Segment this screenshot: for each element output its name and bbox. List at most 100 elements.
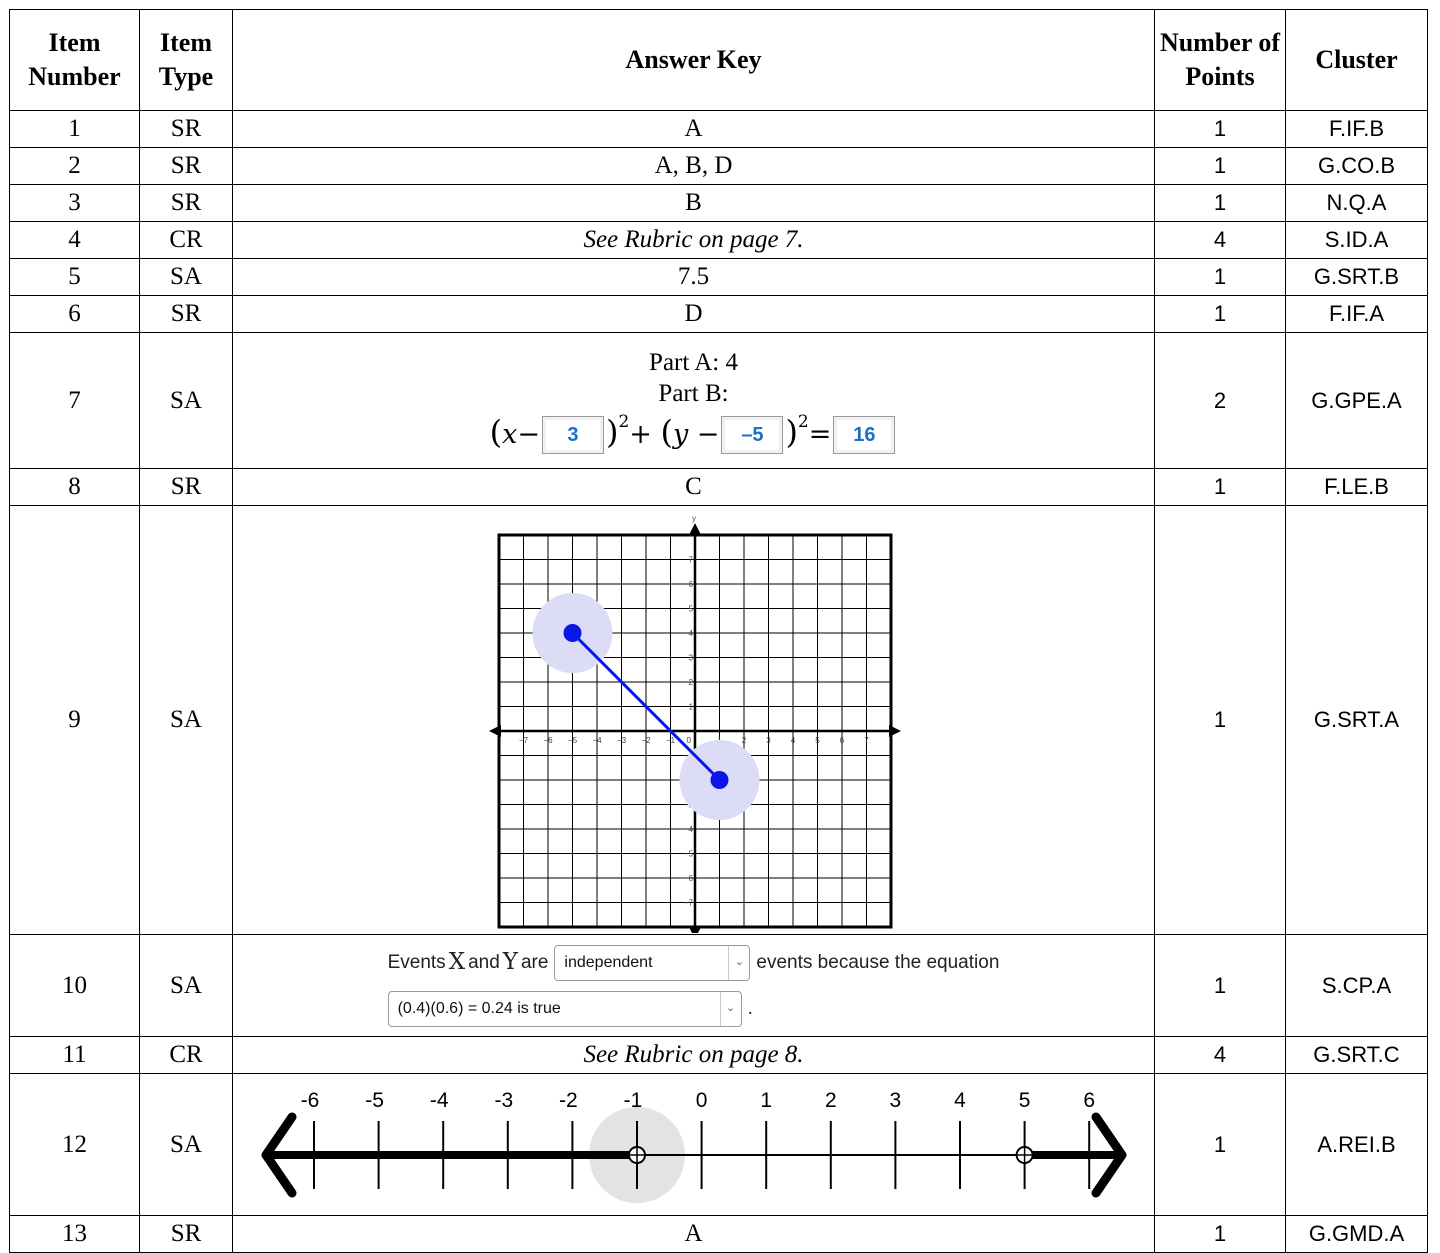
tick-label: -5 xyxy=(365,1089,384,1112)
x-tick-label: 5 xyxy=(815,736,820,745)
item-number: 9 xyxy=(9,505,140,935)
x-tick-label: 6 xyxy=(839,736,844,745)
item-number: 1 xyxy=(9,110,140,148)
answer-item-7: Part A: 4 Part B: (x− 3)2+ (y − –5)2= 16 xyxy=(232,332,1155,469)
y-tick-label: 7 xyxy=(688,555,693,564)
item-number: 7 xyxy=(9,332,140,469)
line-segment xyxy=(570,631,721,781)
item-type: SR xyxy=(139,1215,233,1253)
equation-select[interactable]: (0.4)(0.6) = 0.24 is true ⌄ xyxy=(387,990,742,1027)
x-tick-label: −1 xyxy=(665,736,675,745)
item-type: CR xyxy=(139,221,233,259)
part-b-label: Part B: xyxy=(658,380,729,408)
answer: D xyxy=(232,295,1155,333)
item-type: SA xyxy=(139,1073,233,1216)
item-type: SR xyxy=(139,110,233,148)
header-item-number: Item Number xyxy=(9,9,140,111)
y-axis-arrow-up xyxy=(688,522,701,535)
y-tick-label: 2 xyxy=(688,678,693,687)
text-because: events because the equation xyxy=(756,951,1000,973)
item-number: 10 xyxy=(9,934,140,1037)
header-row: Item Number Item Type Answer Key Number … xyxy=(9,9,1428,111)
y-tick-label: 4 xyxy=(688,629,693,638)
answer: 7.5 xyxy=(232,258,1155,296)
text-events: Events xyxy=(387,951,446,973)
answer: A, B, D xyxy=(232,147,1155,185)
table-row: 10 SA Events X and Y are independent ⌄ ev… xyxy=(9,934,1428,1037)
cluster: G.SRT.A xyxy=(1285,505,1428,935)
points: 1 xyxy=(1154,1073,1286,1216)
text-and: and xyxy=(468,951,500,973)
tick-label: 6 xyxy=(1083,1089,1095,1112)
points: 4 xyxy=(1154,1036,1286,1074)
points: 1 xyxy=(1154,147,1286,185)
points: 1 xyxy=(1154,505,1286,935)
points: 4 xyxy=(1154,221,1286,259)
x-tick-label: −2 xyxy=(641,736,651,745)
points: 1 xyxy=(1154,110,1286,148)
event-type-select[interactable]: independent ⌄ xyxy=(554,944,751,981)
item-type: SR xyxy=(139,147,233,185)
equation-box-r-squared: 16 xyxy=(833,416,896,454)
points: 2 xyxy=(1154,332,1286,469)
event-type-value: independent xyxy=(564,953,653,971)
answer-rubric-reference: See Rubric on page 7. xyxy=(232,221,1155,259)
x-tick-label: −4 xyxy=(592,736,602,745)
item-type: SR xyxy=(139,295,233,333)
item-number: 5 xyxy=(9,258,140,296)
item-type: SA xyxy=(139,505,233,935)
cluster: G.CO.B xyxy=(1285,147,1428,185)
cluster: F.LE.B xyxy=(1285,468,1428,506)
x-tick-label: 4 xyxy=(790,736,795,745)
header-answer-key: Answer Key xyxy=(232,9,1155,111)
answer-item-10: Events X and Y are independent ⌄ events b… xyxy=(232,934,1155,1037)
tick-label: 5 xyxy=(1018,1089,1030,1112)
equation-box-h: 3 xyxy=(541,416,604,454)
table-row: 4 CR See Rubric on page 7. 4 S.ID.A xyxy=(9,221,1428,259)
events-sentence: Events X and Y are independent ⌄ events b… xyxy=(387,940,1000,1032)
item-type: SA xyxy=(139,258,233,296)
text-are: are xyxy=(520,951,549,973)
tick-label: -2 xyxy=(559,1089,578,1112)
cluster: G.SRT.C xyxy=(1285,1036,1428,1074)
table-row: 1 SR A 1 F.IF.B xyxy=(9,110,1428,148)
item-number: 6 xyxy=(9,295,140,333)
cluster: A.REI.B xyxy=(1285,1073,1428,1216)
points: 1 xyxy=(1154,468,1286,506)
table-row: 13 SR A 1 G.GMD.A xyxy=(9,1215,1428,1253)
tick-label: -6 xyxy=(300,1089,319,1112)
x-tick-label: −7 xyxy=(518,736,528,745)
y-tick-label: −5 xyxy=(683,849,693,858)
table-row: 12 SA -6 -5 -4 -3 -2 -1 0 1 2 3 4 5 6 1 A.REI.B xyxy=(9,1073,1428,1216)
y-axis-label: y xyxy=(692,514,696,523)
tick-label: 3 xyxy=(889,1089,901,1112)
answer: B xyxy=(232,184,1155,222)
answer: A xyxy=(232,110,1155,148)
cluster: S.ID.A xyxy=(1285,221,1428,259)
chevron-down-icon: ⌄ xyxy=(719,991,741,1026)
chevron-down-icon: ⌄ xyxy=(728,945,749,980)
tick-label: -3 xyxy=(494,1089,513,1112)
x-axis-arrow-left xyxy=(488,724,501,737)
table-row: 2 SR A, B, D 1 G.CO.B xyxy=(9,147,1428,185)
cluster: S.CP.A xyxy=(1285,934,1428,1037)
points: 1 xyxy=(1154,184,1286,222)
points: 1 xyxy=(1154,258,1286,296)
equation-box-k: –5 xyxy=(721,416,784,454)
segment-endpoint xyxy=(563,623,581,642)
table-row: 9 SA xy−7−7−6−6−5−5−4−4−3−3−2−2−1−111223… xyxy=(9,505,1428,935)
x-tick-label: −6 xyxy=(543,736,553,745)
cluster: N.Q.A xyxy=(1285,184,1428,222)
points: 1 xyxy=(1154,295,1286,333)
points: 1 xyxy=(1154,1215,1286,1253)
x-axis-arrow-right xyxy=(888,724,901,737)
item-number: 2 xyxy=(9,147,140,185)
item-type: SR xyxy=(139,184,233,222)
tick-label: 0 xyxy=(695,1089,707,1112)
cluster: F.IF.A xyxy=(1285,295,1428,333)
y-axis-arrow-down xyxy=(688,926,701,933)
tick-label: 4 xyxy=(954,1089,966,1112)
header-cluster: Cluster xyxy=(1285,9,1428,111)
arrow-right xyxy=(1091,1112,1126,1197)
y-tick-label: −6 xyxy=(683,874,693,883)
